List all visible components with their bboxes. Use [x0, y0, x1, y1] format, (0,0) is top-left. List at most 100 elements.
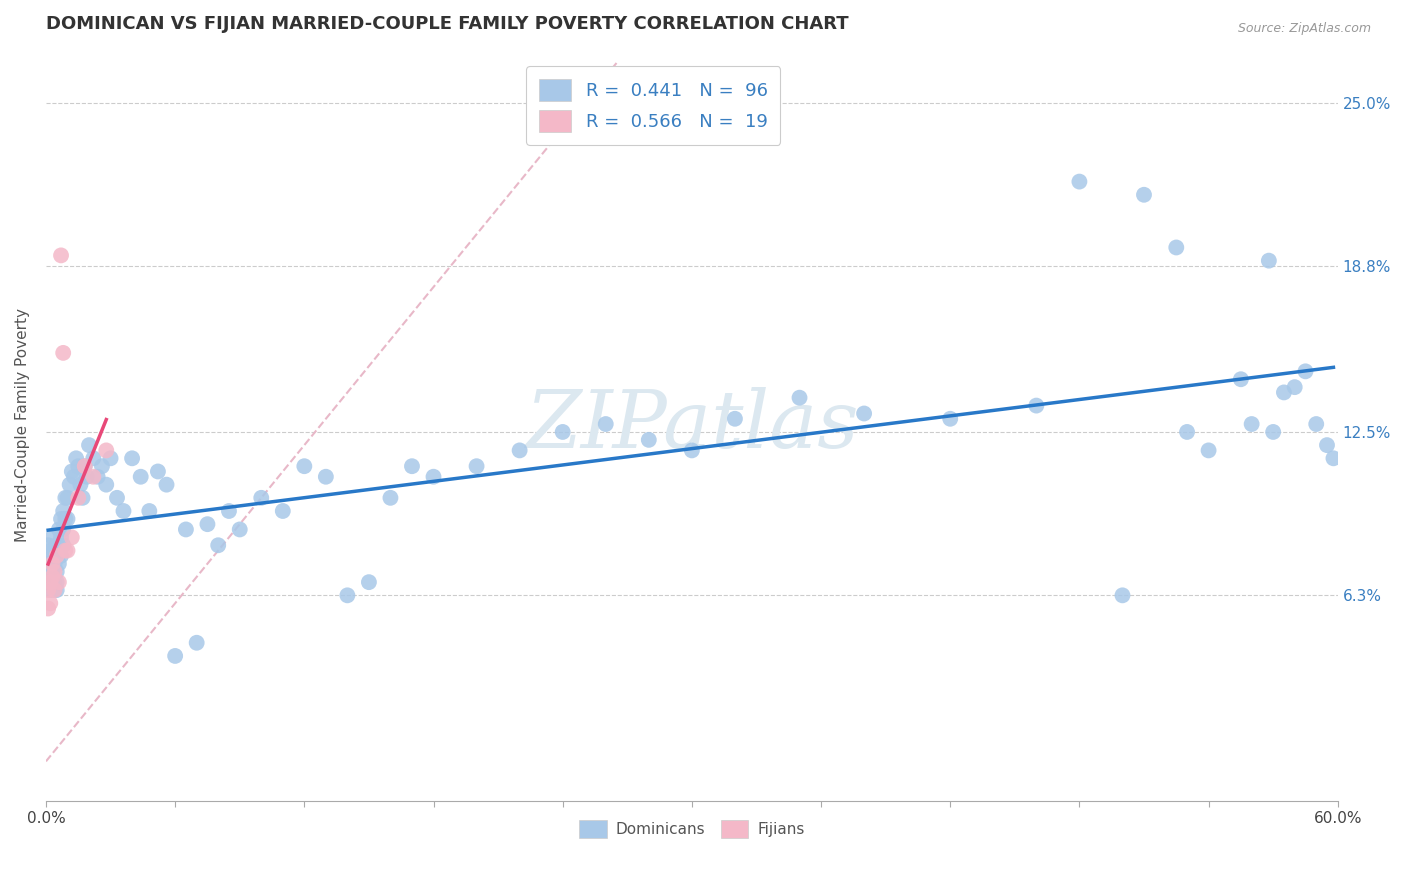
Point: [44, 583, 66, 598]
Point: [1272, 385, 1295, 400]
Point: [39, 583, 62, 598]
Point: [48, 543, 70, 558]
Point: [52, 346, 75, 360]
Point: [1175, 425, 1198, 439]
Point: [56, 512, 79, 526]
Point: [1025, 399, 1047, 413]
Point: [59, 477, 82, 491]
Point: [44, 583, 66, 598]
Point: [1322, 451, 1344, 466]
Point: [41, 570, 63, 584]
Point: [724, 411, 747, 425]
Point: [939, 411, 962, 425]
Point: [100, 451, 122, 466]
Point: [422, 469, 444, 483]
Point: [37, 601, 59, 615]
Point: [44, 557, 66, 571]
Point: [112, 504, 135, 518]
Point: [69, 477, 91, 491]
Point: [155, 477, 177, 491]
Point: [207, 538, 229, 552]
Y-axis label: Married-Couple Family Poverty: Married-Couple Family Poverty: [15, 309, 30, 542]
Point: [49, 549, 72, 563]
Point: [65, 451, 87, 466]
Point: [1198, 443, 1220, 458]
Point: [73, 459, 96, 474]
Point: [853, 407, 876, 421]
Point: [96, 477, 118, 491]
Point: [91, 459, 114, 474]
Point: [218, 504, 240, 518]
Point: [105, 491, 128, 505]
Point: [174, 523, 197, 537]
Point: [357, 575, 380, 590]
Point: [336, 588, 359, 602]
Point: [121, 451, 143, 466]
Point: [53, 512, 76, 526]
Point: [271, 504, 294, 518]
Point: [39, 575, 62, 590]
Point: [67, 491, 90, 505]
Point: [39, 575, 62, 590]
Point: [45, 565, 67, 579]
Point: [39, 562, 62, 576]
Text: ZIPatlas: ZIPatlas: [524, 386, 859, 464]
Point: [53, 543, 76, 558]
Point: [82, 469, 104, 483]
Point: [48, 575, 70, 590]
Point: [44, 575, 66, 590]
Point: [1284, 380, 1306, 394]
Point: [1316, 438, 1339, 452]
Point: [41, 570, 63, 584]
Point: [1305, 417, 1327, 431]
Point: [186, 636, 208, 650]
Point: [49, 530, 72, 544]
Legend: Dominicans, Fijians: Dominicans, Fijians: [571, 812, 813, 846]
Point: [1294, 364, 1316, 378]
Point: [41, 565, 63, 579]
Point: [146, 465, 169, 479]
Point: [37, 538, 59, 552]
Point: [315, 469, 337, 483]
Point: [197, 517, 219, 532]
Text: Source: ZipAtlas.com: Source: ZipAtlas.com: [1237, 22, 1371, 36]
Point: [60, 465, 83, 479]
Point: [1240, 417, 1263, 431]
Point: [53, 491, 76, 505]
Point: [49, 248, 72, 262]
Text: DOMINICAN VS FIJIAN MARRIED-COUPLE FAMILY POVERTY CORRELATION CHART: DOMINICAN VS FIJIAN MARRIED-COUPLE FAMIL…: [46, 15, 849, 33]
Point: [380, 491, 402, 505]
Point: [86, 469, 108, 483]
Point: [63, 469, 86, 483]
Point: [37, 557, 59, 571]
Point: [250, 491, 273, 505]
Point: [72, 491, 94, 505]
Point: [73, 459, 96, 474]
Point: [165, 648, 187, 663]
Point: [465, 459, 488, 474]
Point: [82, 451, 104, 466]
Point: [1166, 240, 1188, 254]
Point: [1257, 253, 1279, 268]
Point: [48, 557, 70, 571]
Point: [52, 523, 75, 537]
Point: [44, 543, 66, 558]
Point: [96, 443, 118, 458]
Point: [637, 433, 659, 447]
Point: [401, 459, 423, 474]
Point: [45, 575, 67, 590]
Point: [56, 491, 79, 505]
Point: [595, 417, 617, 431]
Point: [229, 523, 252, 537]
Point: [129, 469, 152, 483]
Point: [41, 557, 63, 571]
Point: [52, 504, 75, 518]
Point: [60, 530, 83, 544]
Point: [76, 469, 98, 483]
Point: [41, 549, 63, 563]
Point: [138, 504, 160, 518]
Point: [45, 583, 67, 598]
Point: [44, 565, 66, 579]
Point: [789, 391, 811, 405]
Point: [1263, 425, 1285, 439]
